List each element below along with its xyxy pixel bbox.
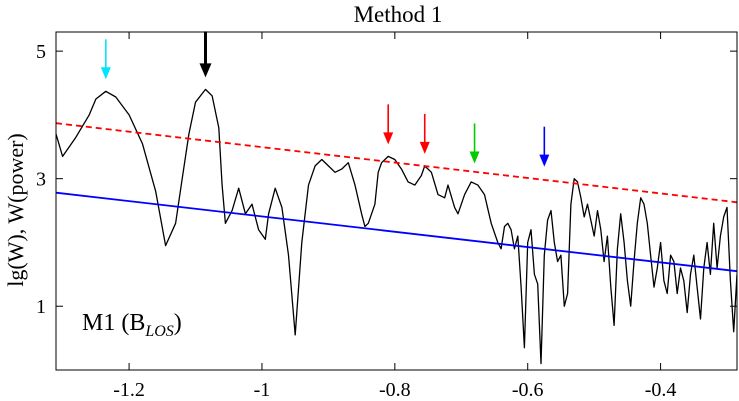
x-tick-label: -0.6 xyxy=(512,379,544,401)
y-tick-label: 5 xyxy=(36,41,46,63)
chart-title: Method 1 xyxy=(354,2,443,27)
peak-arrow-head-3 xyxy=(419,141,430,154)
threshold-dashed-line xyxy=(56,122,737,204)
annotation-subscript: LOS xyxy=(144,323,173,340)
power-spectrum-line xyxy=(56,88,737,365)
annotation-main: M1 (B xyxy=(82,310,145,336)
axes-box xyxy=(55,31,738,371)
plot-area: 1 3 5 -1.2 -1 -0.8 -0.6 -0.4 xyxy=(36,31,738,401)
y-axis-label: lg(W), W(power) xyxy=(3,133,28,287)
peak-arrow-head-2 xyxy=(383,132,394,145)
x-tick-label: -1 xyxy=(254,379,271,401)
x-tick-label: -1.2 xyxy=(113,379,145,401)
y-tick-label: 3 xyxy=(36,169,46,191)
peak-arrow-head-5 xyxy=(539,154,550,167)
panel-annotation: M1 (BLOS) xyxy=(82,310,182,340)
x-tick-label: -0.8 xyxy=(379,379,411,401)
peak-arrow-head-1 xyxy=(199,63,212,78)
y-tick-label: 1 xyxy=(36,296,46,318)
peak-arrow-head-4 xyxy=(469,151,480,164)
trend-line xyxy=(56,191,737,273)
x-tick-label: -0.4 xyxy=(645,379,677,401)
annotation-close: ) xyxy=(174,310,182,336)
peak-arrow-head-0 xyxy=(100,67,111,80)
